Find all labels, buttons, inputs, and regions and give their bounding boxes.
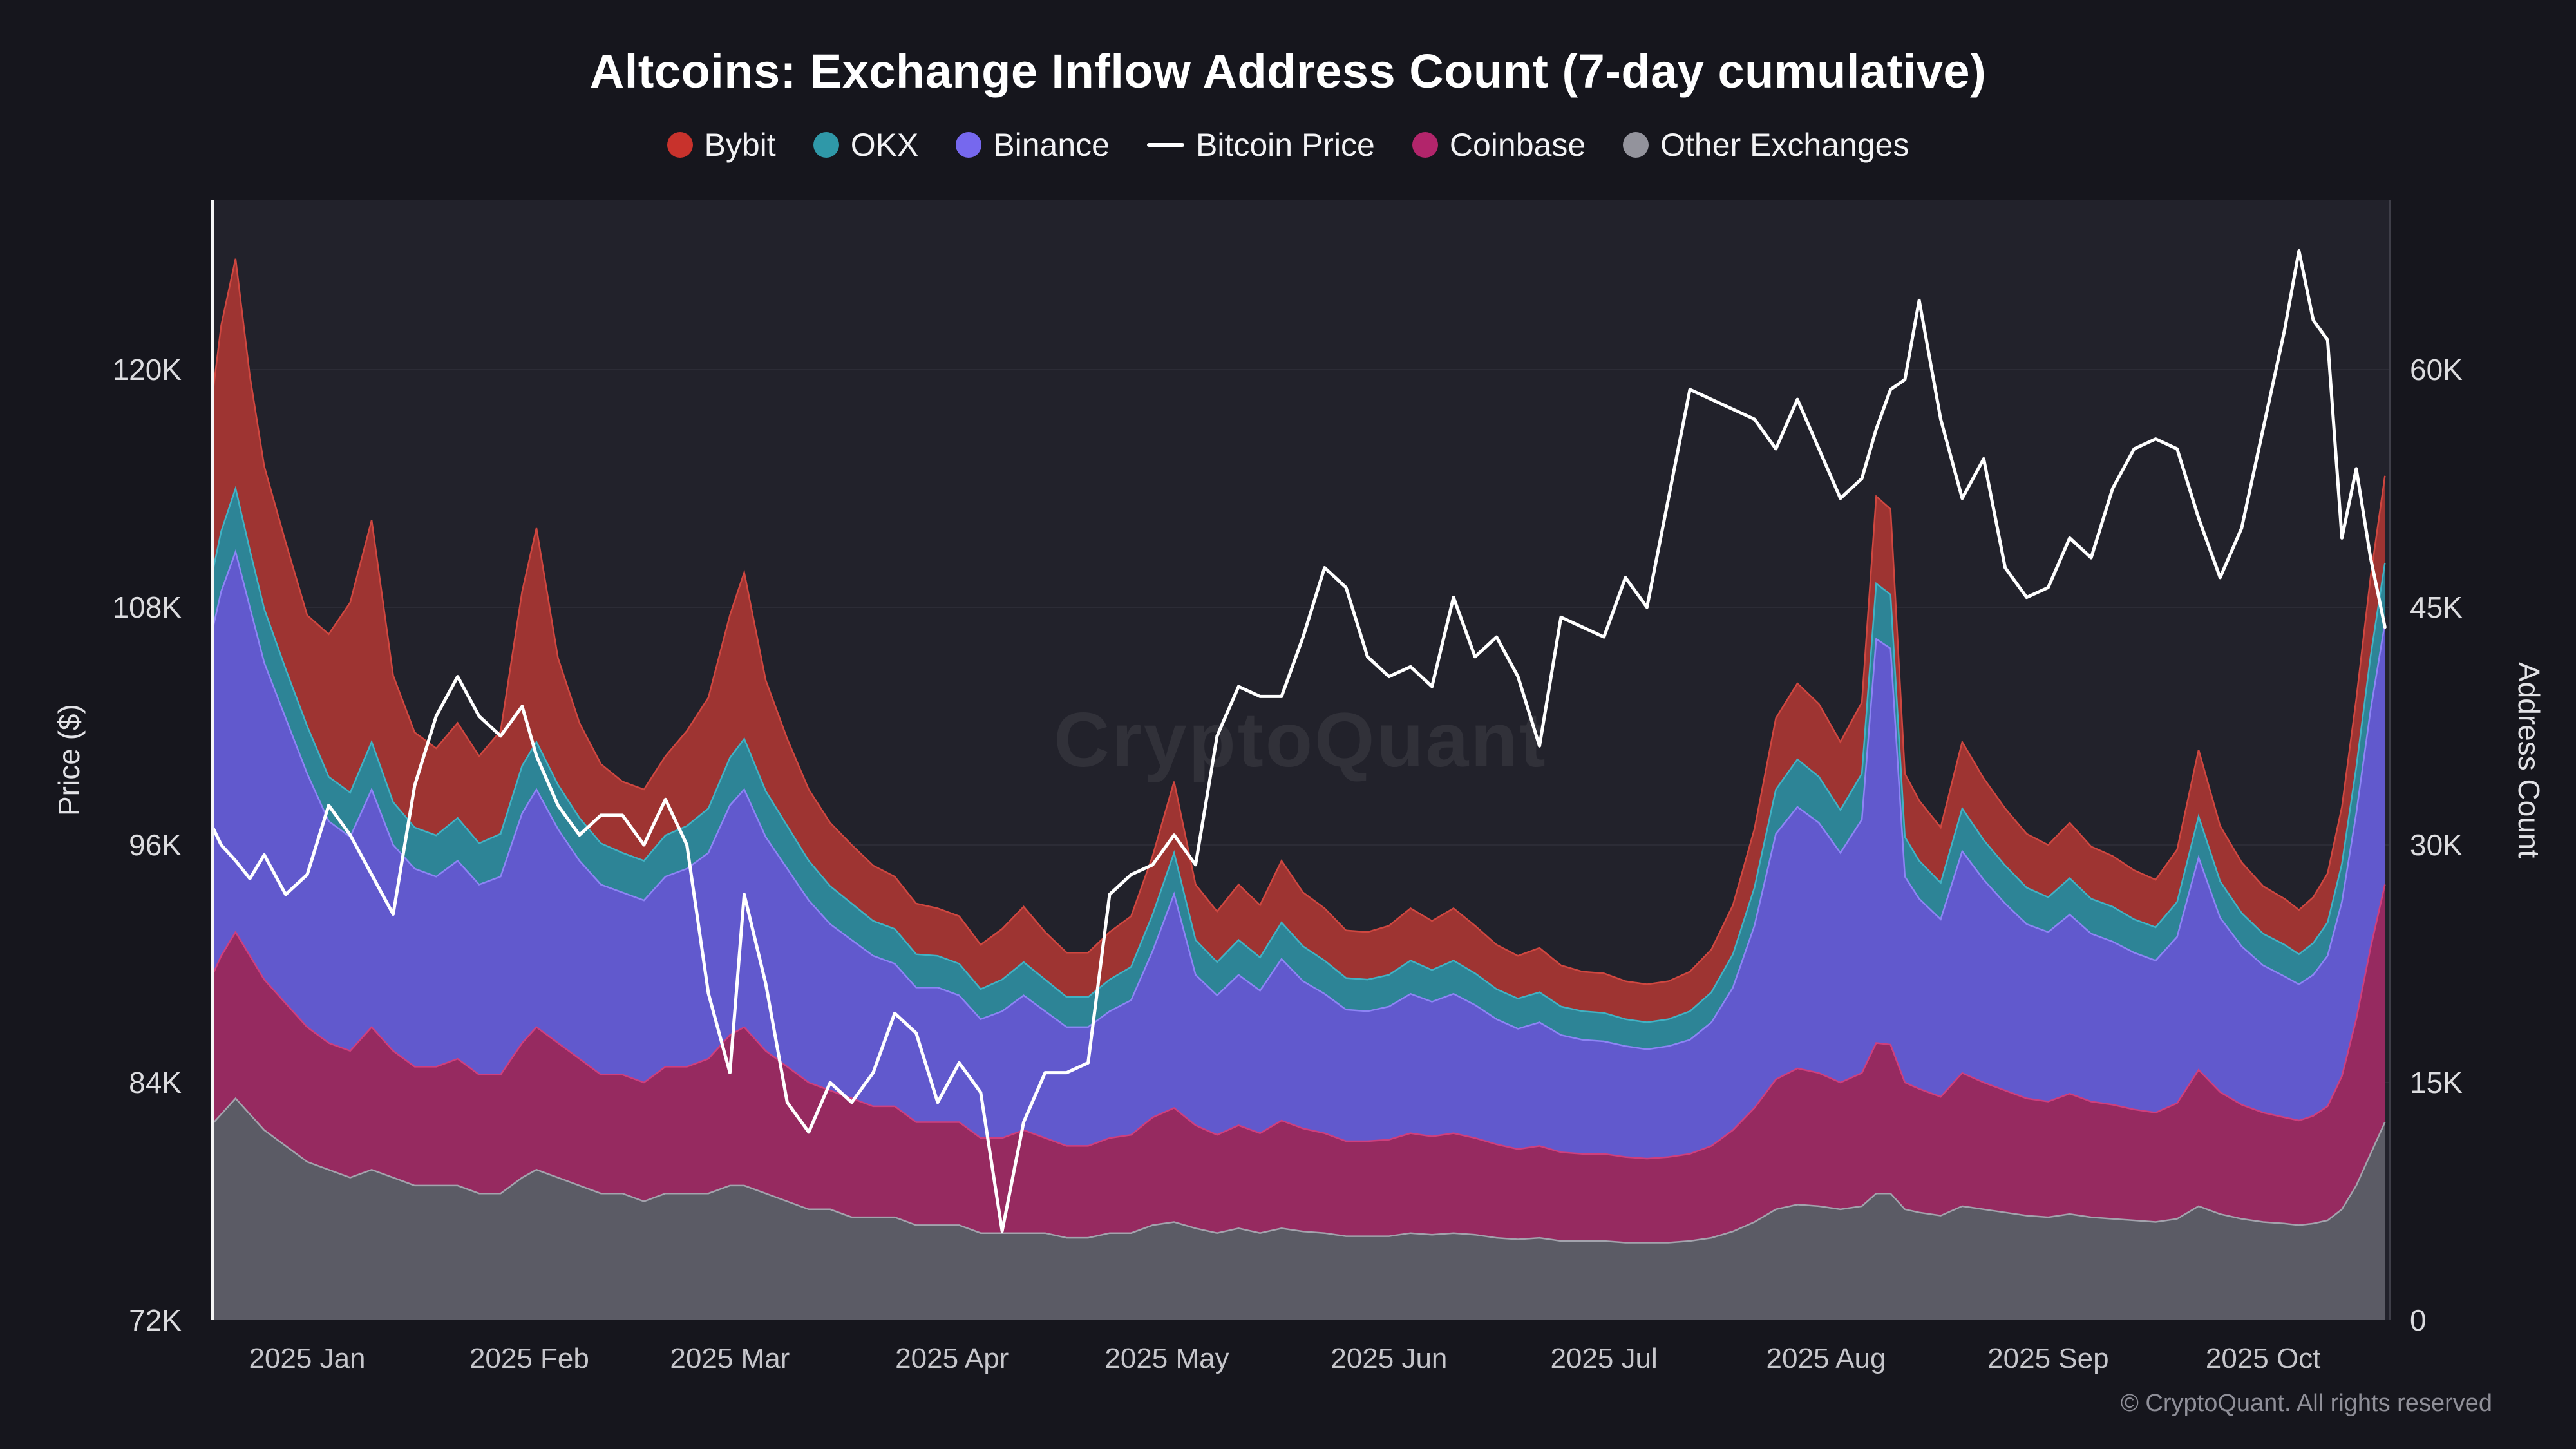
area-other-exchanges [211,1098,2385,1320]
legend-item-other-exchanges[interactable]: Other Exchanges [1623,126,1909,164]
right-axis-title: Address Count [2512,661,2546,858]
y-axis-label-price: 108K [112,591,182,624]
y-axis-label-address: 15K [2410,1066,2463,1099]
x-axis-label: 2025 Aug [1766,1343,1886,1374]
y-axis-label-address: 60K [2410,353,2463,386]
legend-item-okx[interactable]: OKX [813,126,919,164]
legend-item-coinbase[interactable]: Coinbase [1412,126,1586,164]
copyright: © CryptoQuant. All rights reserved [2120,1390,2492,1417]
area-edge-binance [211,549,2386,1050]
legend-label: Bybit [704,127,776,163]
y-axis-label-price: 120K [112,353,182,386]
x-axis-label: 2025 Mar [670,1343,790,1374]
area-edge-other-exchanges [211,1097,2386,1244]
legend-label: OKX [850,127,919,163]
y-axis-label-price: 72K [129,1303,182,1337]
bitcoin-price-line [211,249,2387,1233]
x-axis-label: 2025 May [1104,1343,1229,1374]
legend-dot-swatch [956,132,982,158]
legend-label: Coinbase [1449,127,1586,163]
legend-item-binance[interactable]: Binance [956,126,1110,164]
area-edge-coinbase [211,884,2386,1160]
legend-dot-swatch [1412,132,1438,158]
plot-area[interactable]: CryptoQuant [211,200,2391,1320]
legend-item-bybit[interactable]: Bybit [667,126,776,164]
legend-label: Binance [993,127,1110,163]
legend-dot-swatch [813,132,839,158]
legend-dot-swatch [667,132,693,158]
x-axis-label: 2025 Feb [469,1343,589,1374]
x-axis-label: 2025 Sep [1987,1343,2109,1374]
x-axis-label: 2025 Oct [2205,1343,2321,1374]
chart-svg [211,200,2391,1320]
area-edge-okx [211,485,2386,1023]
chart-title: Altcoins: Exchange Inflow Address Count … [589,44,1987,98]
area-edge-bybit [211,258,2386,985]
x-axis-label: 2025 Jun [1331,1343,1448,1374]
y-axis-label-price: 84K [129,1066,182,1099]
x-axis-label: 2025 Jan [249,1343,366,1374]
y-axis-label-address: 0 [2410,1303,2427,1337]
legend-dot-swatch [1623,132,1649,158]
legend-label: Other Exchanges [1660,127,1909,163]
y-axis-label-price: 96K [129,828,182,862]
x-axis-label: 2025 Apr [895,1343,1009,1374]
legend: Bybit OKX Binance Bitcoin Price Coinbase Othe… [0,126,2576,164]
y-axis-label-address: 30K [2410,828,2463,862]
legend-item-bitcoin-price[interactable]: Bitcoin Price [1146,126,1375,164]
legend-line-swatch [1146,143,1184,147]
legend-label: Bitcoin Price [1195,127,1375,163]
y-axis-label-address: 45K [2410,591,2463,624]
x-axis-label: 2025 Jul [1550,1343,1658,1374]
